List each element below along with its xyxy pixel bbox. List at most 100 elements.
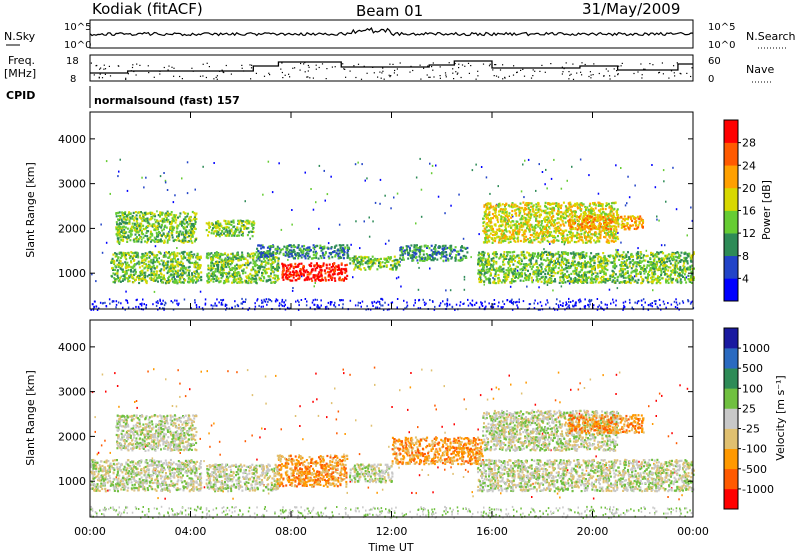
echo-pixel — [234, 267, 237, 270]
echo-pixel — [118, 234, 121, 237]
echo-pixel — [141, 219, 144, 223]
echo-pixel — [302, 270, 305, 273]
ground-scatter-pixel — [615, 299, 617, 302]
scatter-pixel — [583, 263, 585, 266]
ground-scatter-pixel — [682, 301, 685, 304]
echo-pixel — [119, 256, 122, 259]
nave-dot — [284, 74, 286, 76]
nave-dot — [98, 77, 100, 79]
nave-dot — [432, 69, 434, 71]
noise-tick-right-top: 10^5 — [708, 22, 735, 33]
echo-pixel — [121, 279, 124, 282]
echo-pixel — [153, 240, 156, 243]
echo-pixel — [436, 252, 438, 255]
echo-pixel — [269, 275, 272, 278]
echo-pixel — [217, 277, 220, 280]
echo-pixel — [259, 265, 262, 268]
echo-pixel — [434, 247, 437, 251]
echo-pixel — [154, 279, 157, 282]
echo-pixel — [137, 211, 140, 214]
echo-pixel — [125, 252, 128, 255]
nave-dot — [139, 64, 141, 66]
echo-pixel — [229, 263, 232, 266]
echo-pixel — [163, 266, 166, 269]
echo-pixel — [376, 268, 379, 271]
echo-pixel — [399, 247, 402, 250]
echo-pixel — [160, 259, 163, 262]
echo-pixel — [298, 262, 301, 265]
echo-pixel — [410, 244, 413, 247]
echo-pixel — [157, 275, 160, 278]
echo-pixel — [360, 259, 363, 262]
echo-pixel — [483, 280, 486, 283]
scatter-pixel — [374, 201, 377, 204]
ground-scatter-pixel — [170, 300, 172, 303]
ground-scatter-pixel — [278, 302, 281, 305]
nave-dot — [494, 64, 496, 66]
echo-pixel — [281, 262, 284, 265]
scatter-pixel — [685, 276, 688, 279]
echo-pixel — [289, 275, 292, 278]
echo-pixel — [155, 270, 158, 273]
echo-pixel — [154, 254, 157, 257]
echo-pixel — [331, 268, 334, 271]
ground-scatter-pixel — [690, 301, 692, 304]
nave-dot — [288, 73, 290, 75]
echo-pixel — [119, 262, 122, 265]
ground-scatter-pixel — [141, 302, 143, 305]
echo-pixel — [288, 252, 291, 255]
echo-pixel — [317, 257, 320, 260]
echo-pixel — [240, 264, 243, 267]
freq-tick-top: 18 — [66, 56, 79, 67]
ground-scatter-pixel — [644, 301, 646, 304]
echo-pixel — [134, 216, 136, 219]
echo-pixel — [140, 211, 142, 214]
echo-pixel — [461, 245, 463, 248]
echo-pixel — [200, 271, 203, 274]
nave-dot — [617, 74, 619, 76]
echo-pixel — [518, 257, 521, 260]
echo-pixel — [673, 252, 676, 255]
echo-pixel — [489, 272, 492, 275]
echo-pixel — [537, 272, 540, 275]
echo-pixel — [272, 257, 275, 260]
echo-pixel — [255, 281, 258, 284]
scatter-pixel — [441, 255, 443, 258]
echo-pixel — [307, 252, 310, 255]
echo-pixel — [138, 227, 141, 230]
echo-pixel — [251, 224, 254, 227]
echo-pixel — [127, 269, 130, 272]
nave-dot — [147, 65, 149, 67]
ground-scatter-pixel — [568, 300, 570, 303]
echo-pixel — [188, 229, 191, 232]
echo-pixel — [241, 281, 244, 284]
echo-pixel — [121, 234, 124, 237]
echo-pixel — [216, 264, 218, 267]
echo-pixel — [212, 256, 215, 260]
nave-dot — [331, 66, 333, 68]
echo-pixel — [272, 254, 275, 257]
echo-pixel — [208, 230, 211, 234]
ground-scatter-pixel — [218, 301, 220, 304]
echo-pixel — [120, 230, 123, 233]
echo-pixel — [149, 260, 152, 263]
nave-dot — [439, 77, 441, 79]
echo-pixel — [130, 225, 133, 228]
echo-pixel — [596, 257, 599, 260]
echo-pixel — [320, 269, 323, 272]
echo-pixel — [636, 251, 639, 254]
echo-pixel — [621, 257, 624, 260]
echo-pixel — [188, 265, 191, 268]
nave-dot — [282, 77, 284, 79]
echo-pixel — [212, 232, 215, 235]
echo-pixel — [136, 262, 139, 265]
echo-pixel — [245, 219, 248, 222]
nave-dot — [377, 76, 379, 78]
echo-pixel — [679, 281, 682, 284]
echo-pixel — [624, 276, 627, 279]
echo-pixel — [629, 281, 632, 285]
echo-pixel — [309, 264, 312, 267]
echo-pixel — [238, 220, 241, 223]
ground-scatter-pixel — [102, 302, 105, 305]
echo-pixel — [585, 252, 588, 255]
